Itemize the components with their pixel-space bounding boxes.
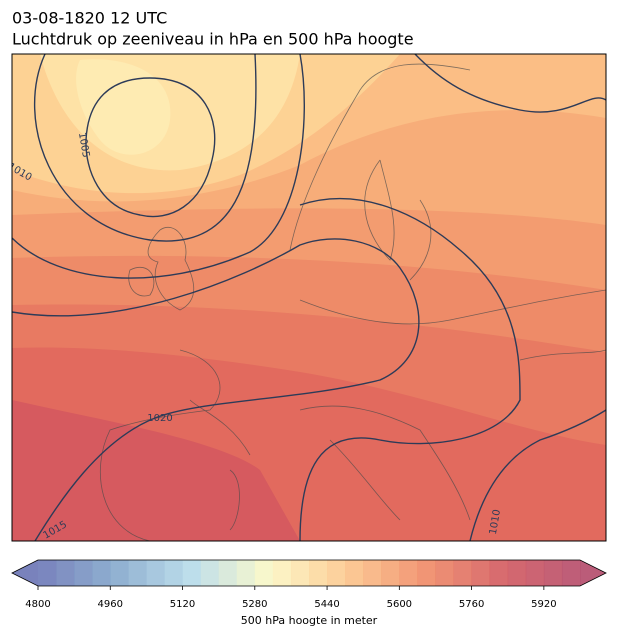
coastline (147, 227, 195, 311)
coastline (99, 349, 251, 541)
colorbar-extend (580, 560, 606, 586)
colorbar-segment (164, 560, 183, 586)
colorbar-segment (381, 560, 400, 586)
colorbar-segment (74, 560, 93, 586)
colorbar: 4800 4960 5120 5280 5440 5600 5760 5920 (11, 559, 607, 610)
isobar (33, 54, 257, 242)
colorbar-segment (128, 560, 147, 586)
colorbar-segment (182, 560, 201, 586)
isobar (85, 77, 216, 218)
colorbar-segment (561, 560, 581, 586)
colorbar-tick-label: 5280 (242, 599, 267, 610)
colorbar-segment (507, 560, 527, 586)
colorbar-segment (543, 560, 563, 586)
colorbar-segment (309, 560, 328, 586)
colorbar-tick-label: 5600 (387, 599, 412, 610)
isobar (469, 409, 606, 541)
colorbar-segment (146, 560, 165, 586)
colorbar-segment (290, 560, 310, 586)
colorbar-segment (471, 560, 491, 586)
subtitle: Luchtdruk op zeeniveau in hPa en 500 hPa… (12, 30, 414, 49)
colorbar-segment (327, 560, 346, 586)
coastline (229, 199, 606, 531)
colorbar-segment (435, 560, 454, 586)
colorbar-tick-label: 5120 (170, 599, 195, 610)
isobar-label: 1010 (488, 509, 503, 536)
height-band (76, 59, 171, 155)
colorbar-segment (525, 560, 545, 586)
colorbar-segment (363, 560, 382, 586)
isobar (12, 238, 420, 541)
map-frame (11, 53, 607, 542)
height-band (12, 400, 300, 541)
coastline (128, 267, 155, 297)
colorbar-segment (236, 560, 256, 586)
isobar (299, 197, 521, 541)
colorbar-label: 500 hPa hoogte in meter (241, 614, 378, 627)
colorbar-segment (272, 560, 292, 586)
isobar-label: 1020 (147, 413, 172, 424)
colorbar-segment (56, 560, 75, 586)
coastline (299, 349, 606, 521)
isobar-label: 1005 (76, 132, 91, 159)
title: 03-08-1820 12 UTC (12, 9, 167, 28)
coastline (289, 63, 471, 261)
colorbar-tick-label: 5760 (459, 599, 484, 610)
colorbar-segment (489, 560, 509, 586)
colorbar-segment (38, 560, 57, 586)
colorbar-segment (92, 560, 111, 586)
colorbar-segment (453, 560, 472, 586)
colorbar-tick-label: 4960 (98, 599, 123, 610)
isobar (414, 54, 606, 113)
colorbar-segment (218, 560, 238, 586)
colorbar-segment (417, 560, 436, 586)
colorbar-tick-label: 4800 (25, 599, 50, 610)
colorbar-segment (110, 560, 129, 586)
colorbar-tick-label: 5440 (314, 599, 339, 610)
colorbar-segment (345, 560, 364, 586)
colorbar-segment (399, 560, 418, 586)
colorbar-segment (254, 560, 274, 586)
colorbar-tick-label: 5920 (531, 599, 556, 610)
colorbar-segment (200, 560, 220, 586)
colorbar-extend (12, 560, 38, 586)
isobar (12, 54, 305, 279)
colorbar-frame (11, 559, 607, 587)
